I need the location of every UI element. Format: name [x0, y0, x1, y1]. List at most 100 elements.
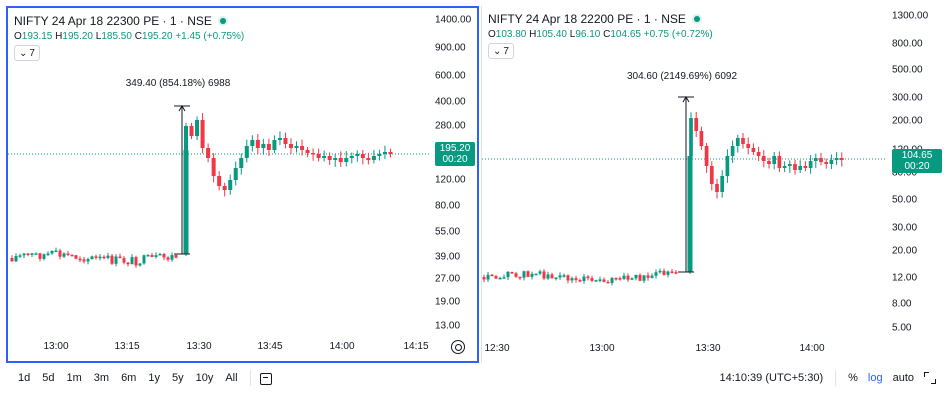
measure-label: 349.40 (854.18%) 6988	[125, 78, 231, 89]
candle	[566, 274, 570, 284]
price-scale[interactable]: 1400.00900.00600.00400.00280.00180.00120…	[429, 8, 477, 332]
candle	[250, 135, 255, 152]
candle	[195, 116, 200, 141]
indicators-toggle-button[interactable]: ⌄ 7	[14, 45, 40, 61]
candle	[813, 153, 818, 168]
time-scale[interactable]: 13:00 13:15 13:30 13:45 14:00 14:15	[8, 331, 431, 361]
fullscreen-icon[interactable]	[924, 372, 936, 384]
price-tick-label: 900.00	[435, 42, 466, 54]
timeframe-3m-button[interactable]: 3m	[93, 372, 110, 384]
time-scale[interactable]: 12:30 13:00 13:30 14:00	[482, 333, 885, 363]
candle	[658, 268, 662, 274]
candle	[150, 252, 154, 258]
symbol-title[interactable]: NIFTY 24 Apr 18 22300 PE · 1 · NSE	[14, 14, 212, 28]
candle	[666, 270, 670, 278]
candle	[514, 271, 518, 278]
timeframe-all-button[interactable]: All	[225, 372, 238, 384]
candle	[46, 251, 50, 257]
candle	[50, 250, 54, 255]
candle	[618, 276, 622, 281]
price-tick-label: 8.00	[892, 298, 912, 310]
clock-timezone[interactable]: 14:10:39 (UTC+5:30)	[719, 372, 824, 384]
price-range-measure	[174, 105, 190, 255]
candle	[371, 149, 376, 164]
candle	[767, 157, 771, 169]
candle	[142, 254, 146, 265]
candle	[694, 111, 699, 137]
candle	[349, 152, 354, 164]
candle	[322, 150, 327, 162]
candle	[829, 154, 834, 170]
candle	[606, 280, 610, 284]
chart-settings-icon[interactable]	[451, 340, 465, 354]
candle	[793, 159, 797, 175]
chart-pane-left[interactable]: NIFTY 24 Apr 18 22300 PE · 1 · NSE O193.…	[6, 6, 479, 363]
log-scale-button[interactable]: log	[867, 372, 883, 384]
price-tick-label: 30.00	[892, 222, 918, 234]
candle	[162, 252, 166, 261]
candle	[704, 142, 709, 173]
candlestick-chart[interactable]	[482, 6, 885, 333]
last-price-tag: 195.20 00:20	[435, 142, 475, 166]
chart-pane-right[interactable]: NIFTY 24 Apr 18 22200 PE · 1 · NSE O103.…	[481, 6, 944, 363]
percent-scale-button[interactable]: %	[848, 372, 858, 384]
candle	[642, 275, 646, 283]
timeframe-6m-button[interactable]: 6m	[121, 372, 137, 384]
candle	[630, 277, 634, 280]
candle	[824, 158, 829, 169]
candle	[86, 257, 90, 265]
candle	[30, 253, 34, 257]
chart-plot-area[interactable]	[482, 6, 885, 333]
candle	[546, 271, 550, 280]
timeframe-1y-button[interactable]: 1y	[148, 372, 160, 384]
candle	[183, 122, 189, 157]
price-tick-label: 5.00	[892, 322, 912, 334]
candle	[626, 273, 630, 282]
candle	[261, 139, 266, 155]
candle	[94, 254, 98, 260]
candle	[305, 146, 310, 158]
candlestick-chart[interactable]	[8, 8, 431, 331]
candle	[344, 151, 349, 167]
symbol-title[interactable]: NIFTY 24 Apr 18 22200 PE · 1 · NSE	[488, 12, 686, 26]
timeframe-5y-button[interactable]: 5y	[171, 372, 184, 384]
candle	[674, 269, 678, 275]
candle	[777, 151, 782, 172]
date-range-icon[interactable]	[259, 372, 272, 385]
candle	[327, 152, 332, 165]
time-tick-label: 13:00	[43, 341, 69, 352]
candle	[598, 276, 602, 283]
candle	[26, 252, 30, 257]
candle	[530, 271, 534, 280]
candle	[578, 278, 582, 283]
chart-plot-area[interactable]	[8, 8, 431, 331]
candle	[839, 152, 844, 167]
timeframe-10y-button[interactable]: 10y	[195, 372, 214, 384]
candle	[122, 256, 126, 265]
candle	[333, 153, 338, 167]
timeframe-5d-button[interactable]: 5d	[42, 372, 55, 384]
candle	[146, 254, 150, 257]
candle	[158, 252, 162, 256]
candle	[602, 277, 606, 283]
price-tick-label: 13.00	[435, 320, 461, 332]
candle	[355, 150, 360, 162]
candle	[558, 272, 562, 280]
candle	[720, 170, 725, 198]
candle	[170, 252, 174, 262]
timeframe-1m-button[interactable]: 1m	[66, 372, 82, 384]
candle	[126, 262, 130, 267]
candle	[239, 153, 244, 175]
candle	[526, 270, 530, 278]
candle	[634, 274, 638, 281]
candle	[498, 276, 502, 280]
candle	[311, 148, 316, 161]
last-price-tag: 104.65 00:20	[892, 149, 942, 173]
auto-scale-button[interactable]: auto	[892, 372, 914, 384]
bottom-toolbar: 1d 5d 1m 3m 6m 1y 5y 10y All 14:10:39 (UTC+5:30)…	[0, 366, 950, 390]
candle	[490, 273, 494, 277]
candle	[594, 279, 598, 282]
indicators-toggle-button[interactable]: ⌄ 7	[488, 43, 514, 59]
timeframe-1d-button[interactable]: 1d	[18, 372, 31, 384]
candle	[14, 253, 18, 262]
